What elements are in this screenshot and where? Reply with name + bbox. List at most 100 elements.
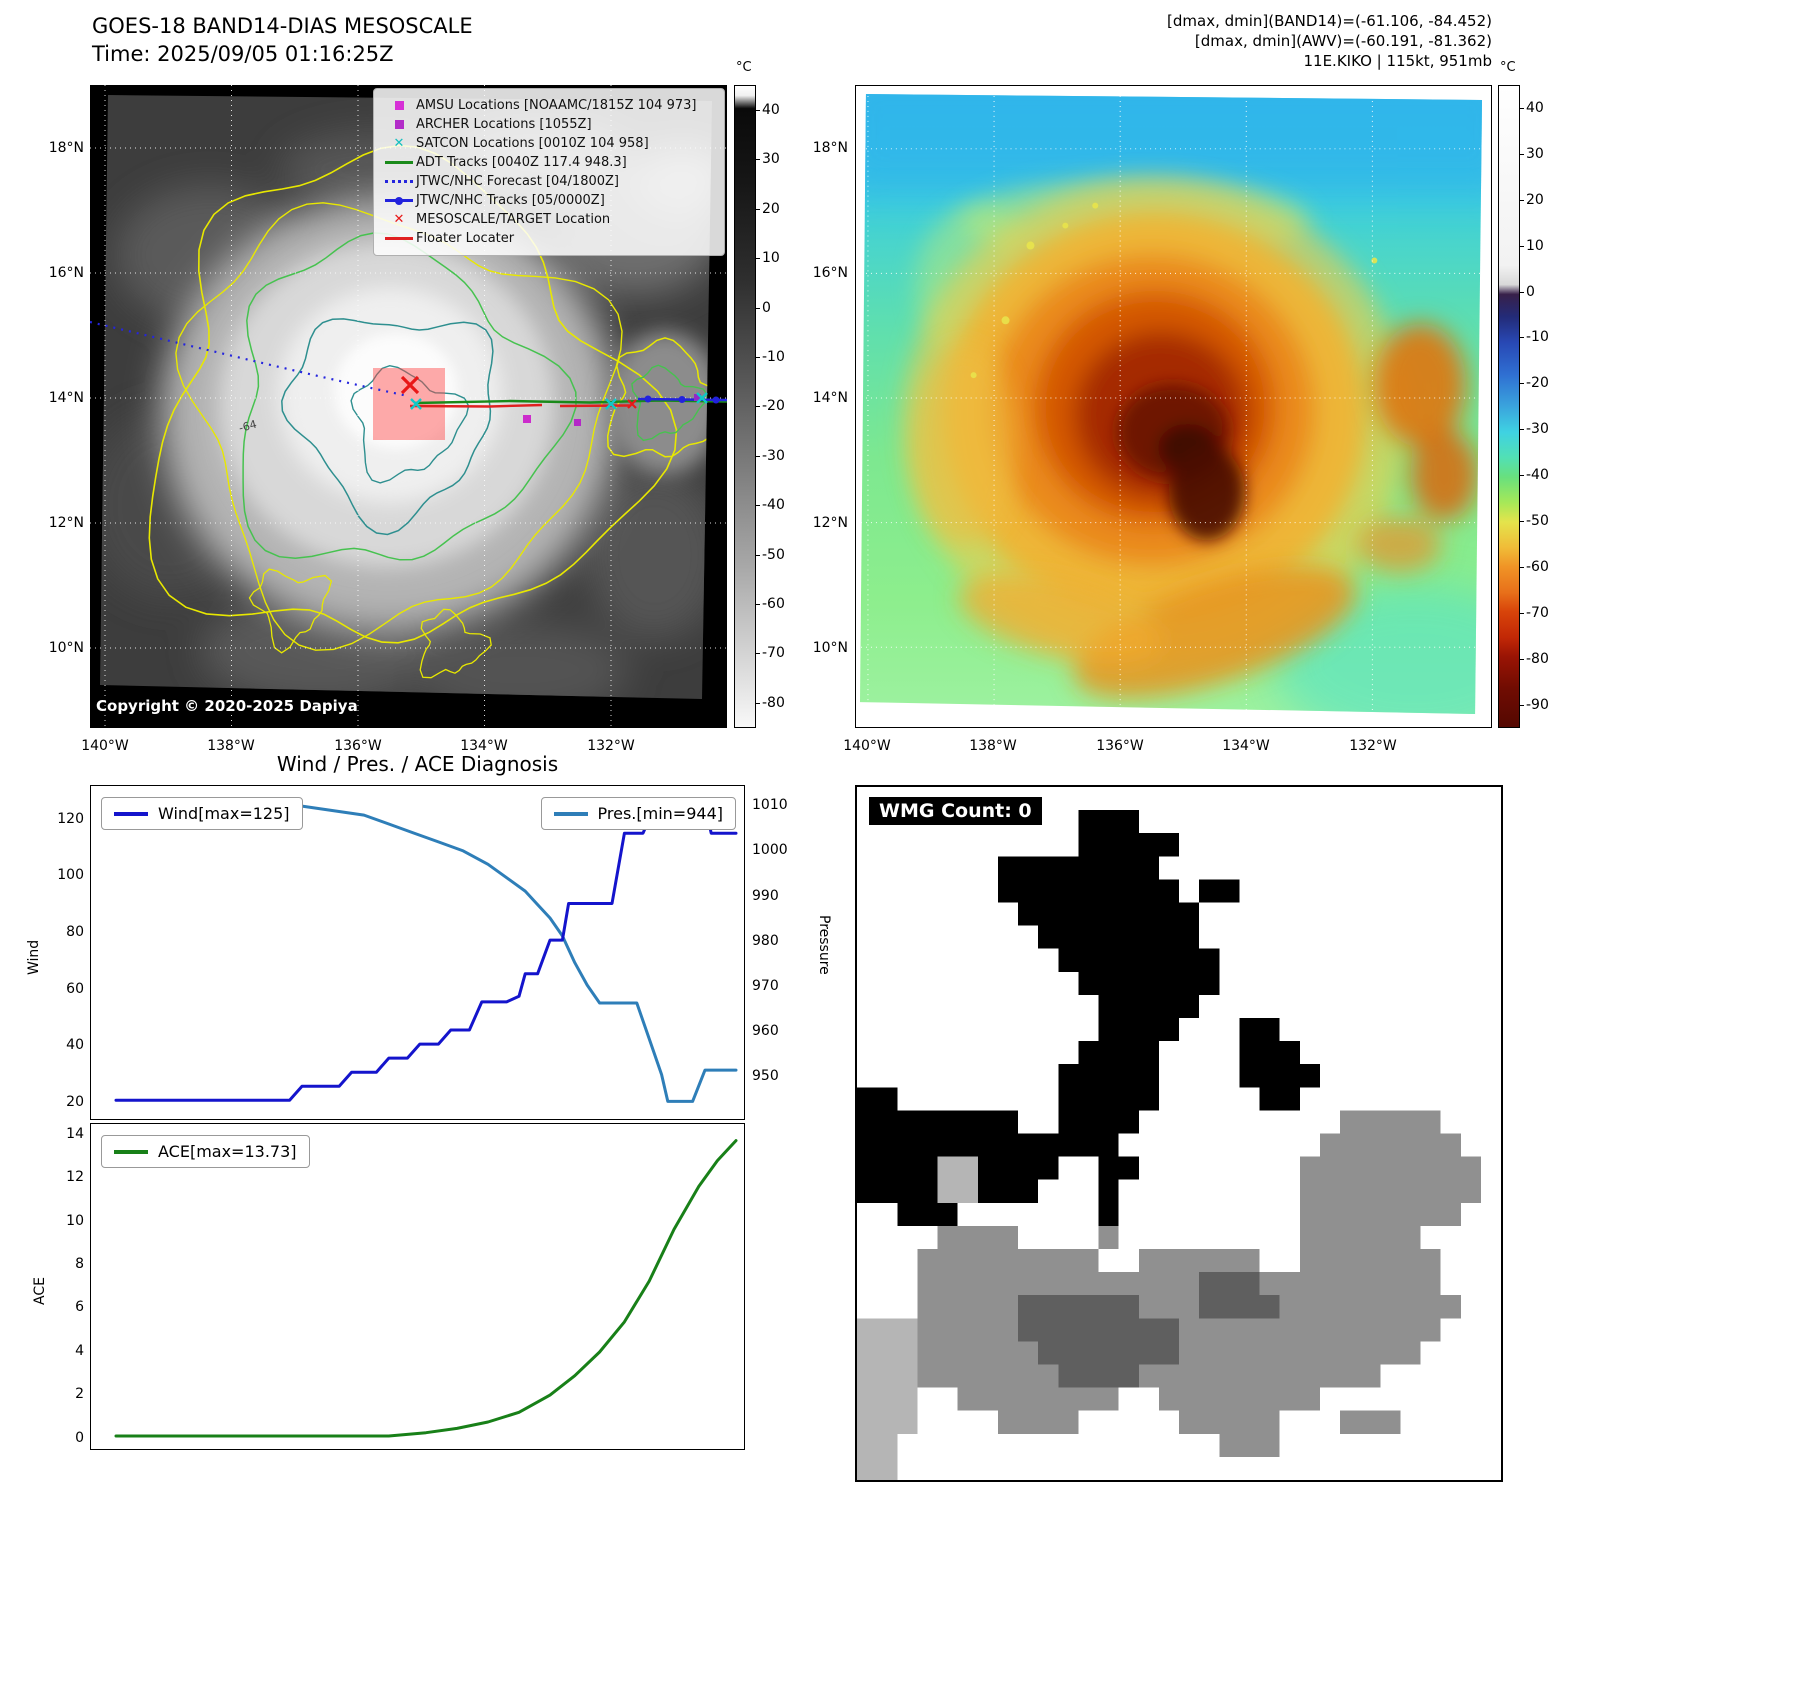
target-x-marker (400, 375, 420, 395)
band14-legend: AMSU Locations [NOAAMC/1815Z 104 973] ARC… (373, 88, 725, 256)
contour-line (281, 318, 494, 536)
wmg-panel: WMG Count: 0 (855, 785, 1503, 1482)
colorbar-tick: -50 (1519, 513, 1549, 529)
contour-line (350, 364, 470, 484)
satcon-markers (410, 392, 708, 410)
contour-line (606, 337, 712, 458)
colorbar-tick: 20 (1519, 192, 1544, 208)
ace-line (114, 1139, 738, 1438)
wind-tick: 80 (66, 924, 84, 940)
legend-item: JTWC/NHC Tracks [05/0000Z] (382, 191, 716, 210)
x-marker-icon: ✕ (393, 212, 405, 227)
latlon-gridlines (856, 86, 1491, 727)
colorbar-tick: 0 (1519, 284, 1535, 300)
contour-value-label: -64 (237, 418, 258, 435)
band14-time: Time: 2025/09/05 01:16:25Z (92, 42, 394, 66)
colorbar-tick: -80 (755, 695, 785, 711)
lon-tick: 140°W (843, 738, 891, 754)
diagnosis-title: Wind / Pres. / ACE Diagnosis (276, 752, 559, 776)
archer-marker (574, 419, 581, 426)
colorbar-tick: 30 (755, 151, 780, 167)
pressure-line (114, 804, 738, 1103)
pressure-axis-label: Pressure (816, 915, 832, 975)
colorbar-tick: -10 (1519, 329, 1549, 345)
wmg-count-badge: WMG Count: 0 (869, 797, 1042, 825)
legend-label: SATCON Locations [0010Z 104 958] (416, 136, 649, 151)
line-marker-icon (382, 161, 416, 164)
pressure-tick: 970 (752, 978, 779, 994)
wind-axis-label: Wind (26, 939, 42, 975)
colorbar-tick: 20 (755, 201, 780, 217)
lat-tick: 16°N (812, 265, 848, 281)
lon-tick: 136°W (1096, 738, 1144, 754)
lon-tick: 132°W (587, 738, 635, 754)
wind-line (114, 803, 738, 1102)
contour-line (419, 608, 492, 679)
lat-tick: 14°N (48, 390, 84, 406)
storm-tracks (90, 320, 727, 426)
legend-item: ✕ SATCON Locations [0010Z 104 958] (382, 134, 716, 153)
temperature-contours (148, 144, 712, 679)
dotted-marker-icon (382, 180, 416, 183)
wind-legend: Wind[max=125] (101, 797, 303, 830)
ace-tick: 12 (66, 1169, 84, 1185)
yellow-speckles (970, 202, 1378, 379)
band14-title: GOES-18 BAND14-DIAS MESOSCALE (92, 14, 473, 38)
pressure-line-icon (553, 811, 588, 816)
legend-label: ADT Tracks [0040Z 117.4 948.3] (416, 155, 627, 170)
colorbar-tick: -60 (1519, 559, 1549, 575)
ace-tick: 14 (66, 1126, 84, 1142)
line-marker-icon (382, 237, 416, 240)
colorbar-tick: -20 (755, 398, 785, 414)
lon-tick: 134°W (1222, 738, 1270, 754)
lon-tick: 132°W (1349, 738, 1397, 754)
colorbar-tick: -40 (755, 497, 785, 513)
ace-tick: 8 (75, 1256, 84, 1272)
colorbar-tick: -30 (1519, 421, 1549, 437)
ace-tick: 10 (66, 1213, 84, 1229)
dmax-dmin-band14: [dmax, dmin](BAND14)=(-61.106, -84.452) (1167, 12, 1492, 30)
colorbar-tick: 40 (755, 102, 780, 118)
lat-tick: 16°N (48, 265, 84, 281)
square-marker-icon (382, 101, 416, 110)
pressure-legend: Pres.[min=944] (540, 797, 736, 830)
colorbar-tick: -10 (755, 349, 785, 365)
copyright-text: Copyright © 2020-2025 Dapiya (96, 697, 358, 715)
wind-tick: 120 (57, 811, 84, 827)
ace-legend: ACE[max=13.73] (101, 1135, 310, 1168)
legend-label: AMSU Locations [NOAAMC/1815Z 104 973] (416, 98, 697, 113)
wind-pressure-chart: Wind[max=125] Pres.[min=944] (90, 785, 745, 1120)
lon-tick: 134°W (460, 738, 508, 754)
band14-colorbar (734, 85, 756, 728)
pressure-tick: 950 (752, 1068, 779, 1084)
ace-tick: 4 (75, 1343, 84, 1359)
wind-tick: 40 (66, 1037, 84, 1053)
colorbar-tick: -50 (755, 547, 785, 563)
lon-tick: 140°W (81, 738, 129, 754)
pressure-tick: 990 (752, 888, 779, 904)
legend-item: AMSU Locations [NOAAMC/1815Z 104 973] (382, 96, 716, 115)
ace-chart: ACE[max=13.73] (90, 1123, 745, 1450)
awv-satellite-image (856, 86, 1491, 727)
legend-label: ARCHER Locations [1055Z] (416, 117, 592, 132)
legend-item: JTWC/NHC Forecast [04/1800Z] (382, 172, 716, 191)
wind-tick: 20 (66, 1094, 84, 1110)
ace-tick: 6 (75, 1299, 84, 1315)
square-marker-icon (382, 120, 416, 129)
awv-color-clouds (859, 93, 1483, 715)
pressure-tick: 1010 (752, 797, 788, 813)
storm-id-intensity: 11E.KIKO | 115kt, 951mb (1303, 52, 1492, 70)
floater-track (409, 403, 631, 408)
pressure-tick: 980 (752, 933, 779, 949)
legend-label: JTWC/NHC Forecast [04/1800Z] (416, 174, 619, 189)
wind-tick: 100 (57, 867, 84, 883)
pressure-tick: 960 (752, 1023, 779, 1039)
colorbar-tick: -30 (755, 448, 785, 464)
colorbar-tick: 0 (755, 300, 771, 316)
legend-item: ✕ MESOSCALE/TARGET Location (382, 210, 716, 229)
line-dot-marker-icon (382, 196, 416, 205)
dmax-dmin-awv: [dmax, dmin](AWV)=(-60.191, -81.362) (1194, 32, 1492, 50)
lat-tick: 14°N (812, 390, 848, 406)
colorbar-unit-label: °C (736, 60, 752, 75)
colorbar-unit-label: °C (1500, 60, 1516, 75)
